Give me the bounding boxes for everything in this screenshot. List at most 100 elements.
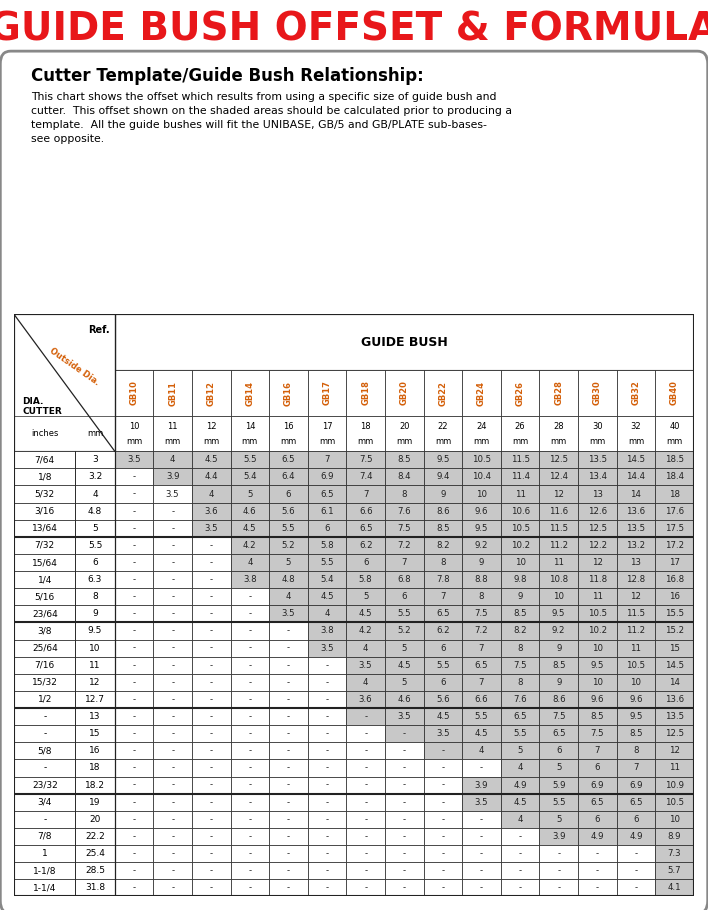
Bar <box>269 640 308 657</box>
Bar <box>75 605 115 622</box>
Text: -: - <box>480 763 483 773</box>
Text: 5.5: 5.5 <box>474 713 489 721</box>
Bar <box>346 554 385 571</box>
Bar <box>192 554 231 571</box>
Text: 1-1/8: 1-1/8 <box>33 866 57 875</box>
Bar <box>617 776 655 794</box>
Bar <box>423 657 462 673</box>
Text: 8: 8 <box>518 678 523 687</box>
Bar <box>655 879 694 896</box>
Text: 8.5: 8.5 <box>436 524 450 532</box>
Text: -: - <box>132 884 136 893</box>
Text: -: - <box>326 729 329 738</box>
Text: -: - <box>132 713 136 721</box>
Bar <box>269 691 308 708</box>
Text: -: - <box>171 814 174 824</box>
Text: -: - <box>171 507 174 516</box>
Text: 5.8: 5.8 <box>359 575 372 584</box>
Text: -: - <box>210 713 213 721</box>
Bar <box>346 862 385 879</box>
Text: 10: 10 <box>553 592 564 602</box>
Bar <box>539 794 578 811</box>
Text: mm: mm <box>435 437 451 446</box>
Text: 5.9: 5.9 <box>552 781 566 790</box>
Bar <box>501 657 539 673</box>
Bar <box>462 502 501 520</box>
Bar <box>578 416 617 451</box>
Bar <box>385 605 423 622</box>
Bar <box>115 622 154 640</box>
Text: 5.2: 5.2 <box>282 541 295 550</box>
Text: 4: 4 <box>209 490 214 499</box>
Bar <box>308 794 346 811</box>
Text: -: - <box>210 746 213 755</box>
Bar <box>539 605 578 622</box>
Text: -: - <box>249 678 251 687</box>
Bar <box>14 451 75 469</box>
Bar <box>578 657 617 673</box>
Bar <box>14 520 75 537</box>
Text: -: - <box>441 866 445 875</box>
Text: mm: mm <box>628 437 644 446</box>
Bar <box>14 554 75 571</box>
Text: 5.6: 5.6 <box>436 695 450 704</box>
Text: 11: 11 <box>89 661 101 670</box>
Text: 9: 9 <box>440 490 445 499</box>
Bar <box>462 743 501 759</box>
Bar <box>578 622 617 640</box>
Bar <box>462 828 501 845</box>
Text: 9.8: 9.8 <box>513 575 527 584</box>
Text: Outside Dia.: Outside Dia. <box>48 346 101 387</box>
Bar <box>578 485 617 502</box>
Text: -: - <box>326 849 329 858</box>
Text: 3/8: 3/8 <box>38 626 52 635</box>
Bar <box>115 502 154 520</box>
Bar <box>617 708 655 725</box>
Text: 14: 14 <box>630 490 641 499</box>
Bar <box>578 879 617 896</box>
Bar <box>115 725 154 743</box>
Text: -: - <box>171 626 174 635</box>
Text: GUIDE BUSH OFFSET & FORMULA: GUIDE BUSH OFFSET & FORMULA <box>0 11 708 48</box>
Text: -: - <box>441 814 445 824</box>
Text: -: - <box>132 678 136 687</box>
Text: 6.5: 6.5 <box>552 729 566 738</box>
Bar <box>75 537 115 554</box>
Bar <box>346 725 385 743</box>
Text: 13.2: 13.2 <box>627 541 646 550</box>
Text: -: - <box>210 661 213 670</box>
Text: -: - <box>132 575 136 584</box>
Bar <box>539 776 578 794</box>
Bar <box>578 776 617 794</box>
Bar <box>617 451 655 469</box>
Bar <box>115 794 154 811</box>
Text: -: - <box>595 884 599 893</box>
Text: mm: mm <box>551 437 567 446</box>
Bar <box>14 537 75 554</box>
Text: mm: mm <box>203 437 219 446</box>
Text: 16.8: 16.8 <box>665 575 684 584</box>
Text: -: - <box>132 746 136 755</box>
Text: 5/32: 5/32 <box>35 490 55 499</box>
Bar <box>75 502 115 520</box>
Text: 6.6: 6.6 <box>474 695 489 704</box>
Text: 9.5: 9.5 <box>436 455 450 464</box>
Bar <box>231 657 269 673</box>
Text: 5: 5 <box>518 746 523 755</box>
Bar <box>269 469 308 485</box>
Bar <box>269 520 308 537</box>
Text: 10: 10 <box>476 490 487 499</box>
Bar <box>385 776 423 794</box>
Bar <box>75 759 115 776</box>
Bar <box>115 673 154 691</box>
Bar <box>231 691 269 708</box>
Bar <box>154 451 192 469</box>
Text: -: - <box>249 713 251 721</box>
Text: 26: 26 <box>515 421 525 430</box>
Bar <box>501 369 539 416</box>
Text: 5.5: 5.5 <box>552 798 566 806</box>
Bar <box>231 469 269 485</box>
Text: 6: 6 <box>595 763 600 773</box>
Bar <box>385 673 423 691</box>
Bar <box>115 369 154 416</box>
